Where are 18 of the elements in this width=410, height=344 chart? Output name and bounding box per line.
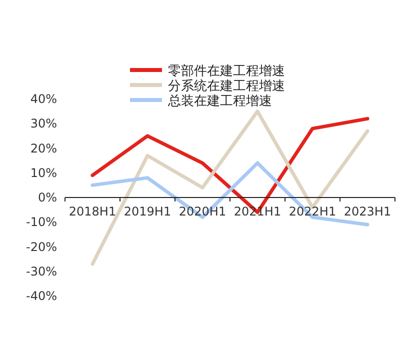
y-tick-label: -20% <box>26 240 57 254</box>
legend-label: 分系统在建工程增速 <box>168 79 285 94</box>
x-tick-label: 2022H1 <box>288 204 336 218</box>
x-tick-label: 2023H1 <box>344 204 392 218</box>
y-tick-label: -10% <box>26 215 57 230</box>
x-tick-label: 2021H1 <box>234 204 282 218</box>
x-tick-label: 2020H1 <box>178 204 226 218</box>
y-tick-label: 30% <box>30 116 57 131</box>
y-tick-label: 20% <box>30 141 57 156</box>
legend-label: 总装在建工程增速 <box>167 94 272 109</box>
x-tick-label: 2018H1 <box>68 204 116 218</box>
y-tick-label: 0% <box>38 190 57 204</box>
y-tick-label: 40% <box>30 92 57 106</box>
legend-label: 零部件在建工程增速 <box>168 64 285 79</box>
y-tick-label: 10% <box>30 166 57 180</box>
y-tick-label: -40% <box>26 289 57 303</box>
x-tick-label: 2019H1 <box>124 204 172 218</box>
y-tick-label: -30% <box>26 264 57 278</box>
